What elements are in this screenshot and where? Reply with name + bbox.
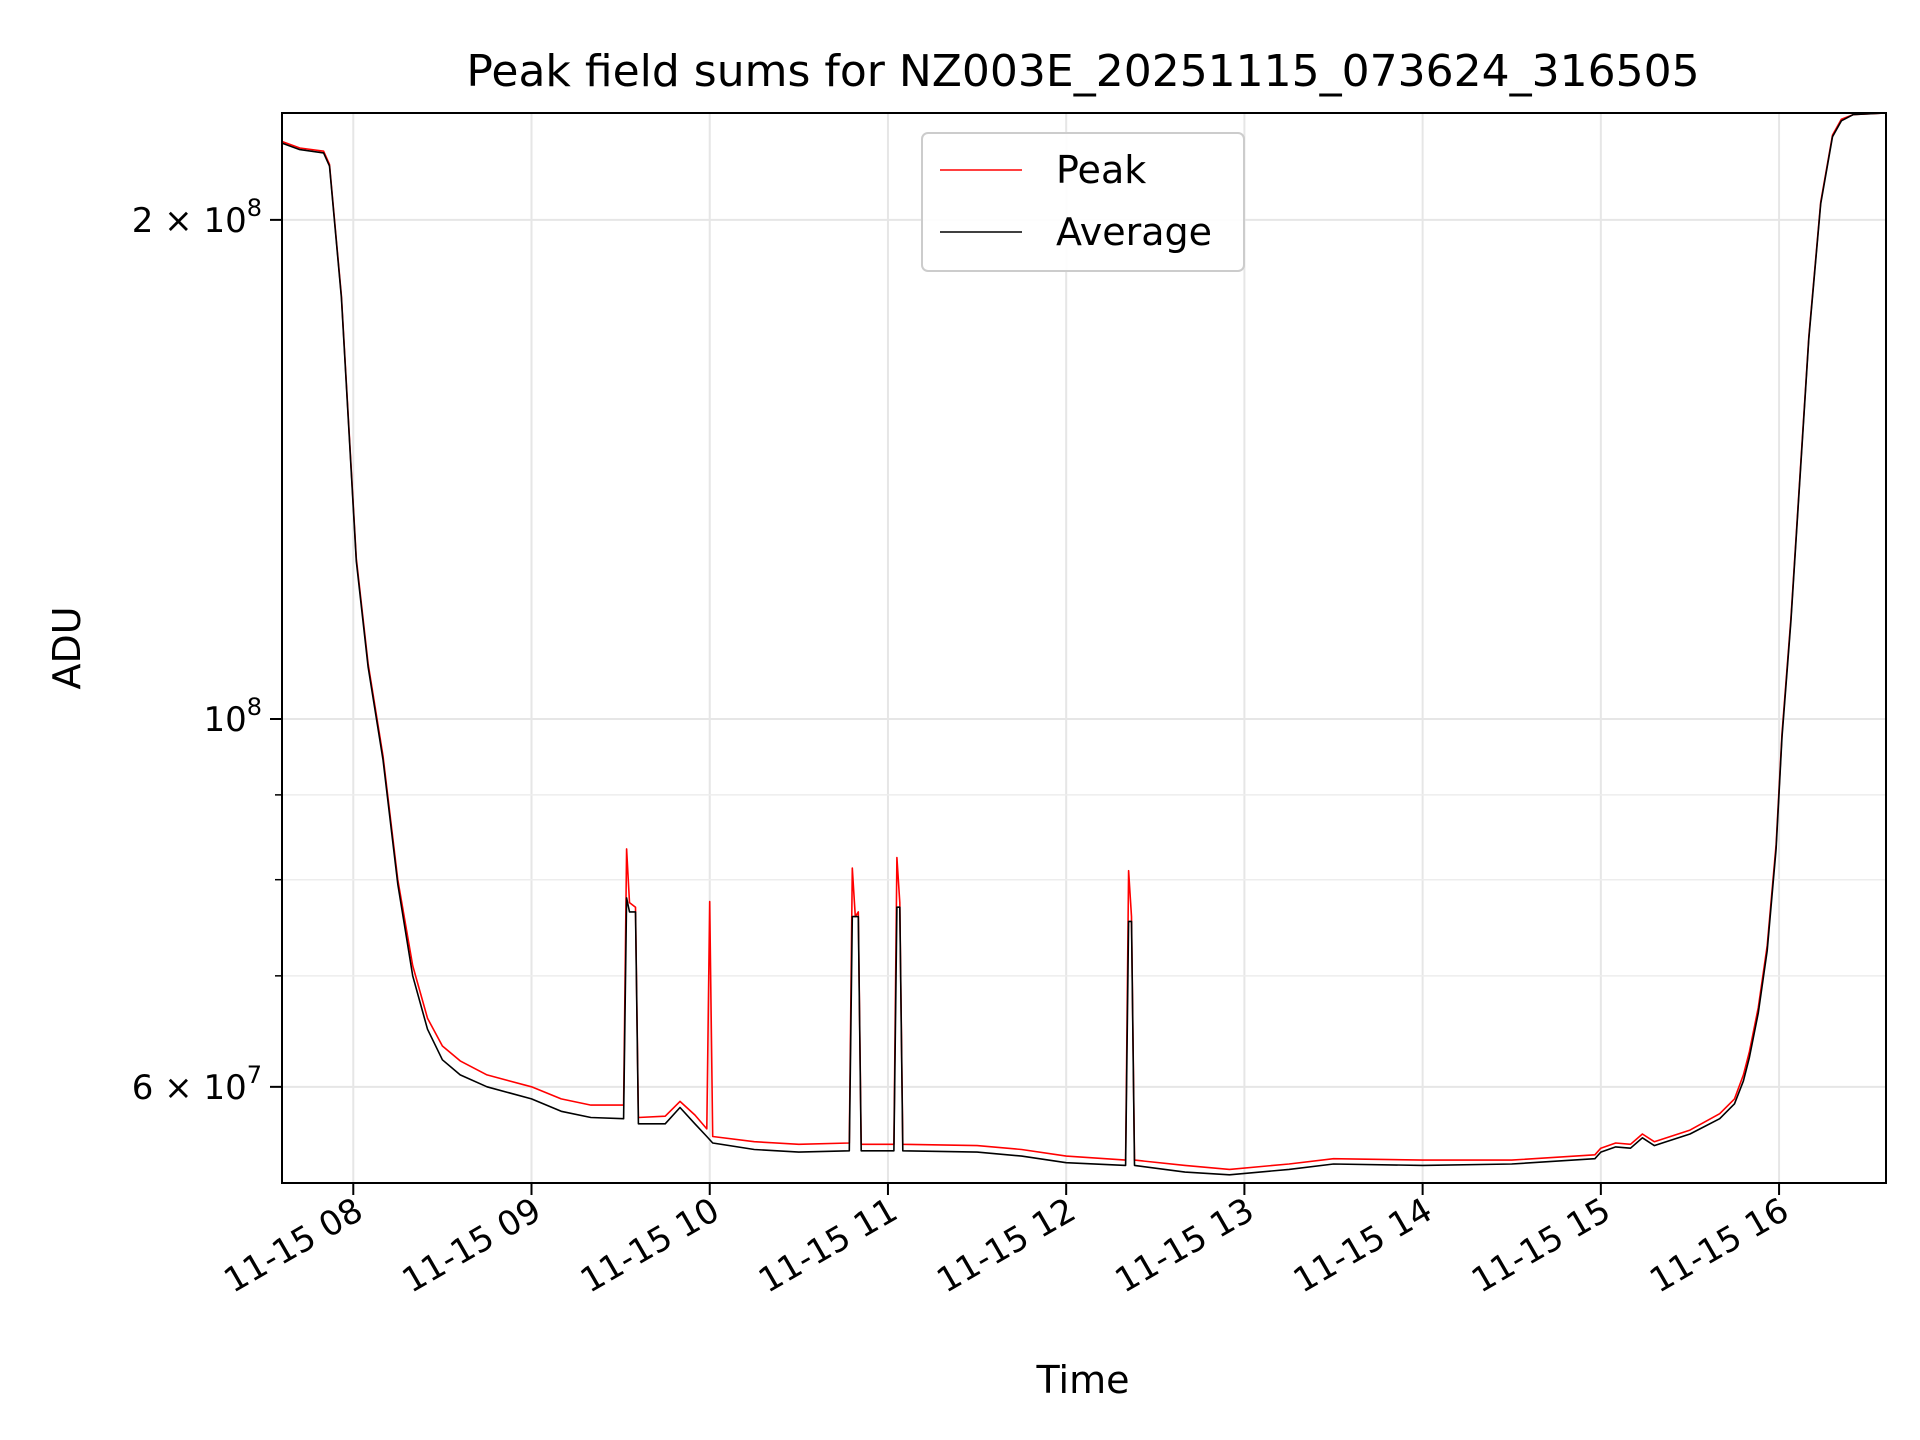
y-tick-label-base: 6 × 10 bbox=[132, 1068, 247, 1108]
y-tick-label: 2 × 108 bbox=[132, 194, 262, 241]
y-tick-label-exponent: 7 bbox=[247, 1061, 262, 1089]
x-axis-label: Time bbox=[1036, 1358, 1130, 1402]
series-layer bbox=[281, 112, 1887, 1176]
y-tick-label-base: 10 bbox=[203, 700, 246, 740]
y-tick-label-exponent: 8 bbox=[247, 693, 262, 721]
plot-frame bbox=[281, 112, 1887, 1184]
series-line-average bbox=[281, 112, 1887, 1176]
grid bbox=[282, 113, 1886, 1183]
legend-label-average: Average bbox=[1056, 210, 1212, 254]
y-tick-label-exponent: 8 bbox=[247, 194, 262, 222]
legend: Peak Average bbox=[921, 132, 1245, 272]
y-tick-label-base: 2 × 10 bbox=[132, 201, 247, 241]
plot-area bbox=[282, 113, 1886, 1183]
chart-title: Peak field sums for NZ003E_20251115_0736… bbox=[466, 46, 1699, 97]
legend-label-peak: Peak bbox=[1056, 148, 1146, 192]
series-line-peak bbox=[281, 112, 1887, 1171]
y-axis-label: ADU bbox=[45, 606, 89, 689]
y-tick-label: 108 bbox=[203, 693, 262, 740]
legend-box bbox=[921, 132, 1245, 272]
y-tick-label: 6 × 107 bbox=[132, 1061, 262, 1108]
